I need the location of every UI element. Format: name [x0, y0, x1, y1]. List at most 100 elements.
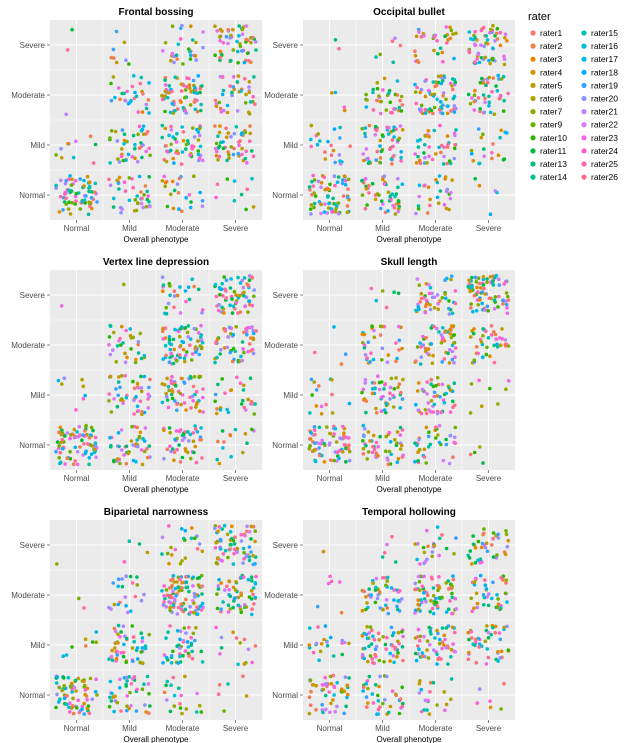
data-point	[250, 607, 254, 611]
data-point	[319, 641, 324, 646]
data-point	[176, 605, 181, 610]
data-point	[127, 706, 131, 711]
data-point	[68, 449, 72, 454]
data-point	[419, 35, 424, 39]
data-point	[504, 532, 509, 536]
data-point	[223, 588, 227, 592]
data-point	[476, 539, 481, 544]
data-point	[419, 598, 423, 602]
data-point	[114, 360, 118, 364]
data-point	[232, 551, 236, 556]
data-point	[93, 142, 98, 147]
data-point	[428, 642, 432, 647]
data-point	[370, 324, 374, 329]
data-point	[87, 436, 92, 440]
data-point	[443, 177, 448, 181]
data-point	[214, 104, 219, 109]
data-point	[113, 646, 117, 650]
data-point	[195, 91, 199, 95]
data-point	[148, 704, 152, 708]
data-point	[127, 198, 132, 203]
data-point	[247, 278, 252, 283]
data-point	[241, 561, 245, 565]
data-point	[241, 575, 246, 579]
data-point	[376, 374, 380, 379]
data-point	[175, 131, 179, 136]
data-point	[229, 135, 233, 139]
data-point	[180, 209, 184, 213]
data-point	[142, 353, 147, 358]
data-point	[482, 154, 486, 158]
data-point	[416, 459, 420, 463]
data-point	[215, 337, 220, 342]
data-point	[113, 694, 117, 699]
data-point	[487, 58, 491, 63]
data-point	[307, 185, 312, 189]
data-point	[388, 100, 393, 105]
data-point	[416, 598, 421, 602]
data-point	[313, 441, 317, 446]
data-point	[171, 361, 176, 366]
data-point	[490, 543, 494, 547]
data-point	[415, 139, 420, 143]
data-point	[141, 205, 145, 210]
x-tick-label: Moderate	[419, 724, 453, 733]
data-point	[372, 637, 377, 642]
data-point	[445, 145, 450, 149]
data-point	[241, 398, 245, 403]
data-point	[426, 544, 430, 549]
data-point	[165, 551, 170, 556]
y-tick-label: Mild	[283, 391, 298, 400]
data-point	[178, 637, 182, 642]
data-point	[436, 657, 440, 661]
data-point	[386, 353, 391, 357]
data-point	[492, 330, 496, 334]
data-point	[497, 277, 501, 282]
data-point	[426, 129, 431, 133]
data-point	[481, 327, 486, 331]
data-point	[59, 432, 64, 437]
legend-swatch	[581, 30, 587, 36]
data-point	[74, 199, 78, 203]
data-point	[416, 450, 420, 455]
data-point	[437, 637, 442, 642]
x-tick-label: Severe	[476, 224, 502, 233]
data-point	[431, 111, 435, 116]
data-point	[448, 410, 453, 414]
data-point	[181, 653, 185, 658]
data-point	[162, 584, 166, 588]
data-point	[346, 177, 351, 182]
data-point	[475, 605, 480, 610]
x-axis-title: Overall phenotype	[377, 485, 442, 494]
data-point	[177, 686, 181, 690]
data-point	[323, 187, 327, 192]
data-point	[169, 148, 173, 153]
data-point	[309, 137, 313, 142]
data-point	[425, 161, 429, 165]
data-point	[172, 294, 177, 298]
data-point	[187, 193, 192, 197]
data-point	[228, 594, 233, 598]
data-point	[124, 58, 128, 62]
data-point	[137, 434, 142, 439]
data-point	[381, 202, 385, 206]
data-point	[196, 149, 201, 153]
data-point	[482, 286, 486, 291]
data-point	[66, 141, 70, 146]
legend-label: rater22	[591, 120, 618, 130]
data-point	[331, 673, 336, 678]
data-point	[418, 588, 422, 593]
data-point	[252, 75, 256, 79]
data-point	[419, 345, 423, 349]
data-point	[384, 598, 389, 602]
data-point	[432, 105, 437, 110]
data-point	[214, 561, 219, 565]
data-point	[495, 345, 500, 349]
data-point	[246, 310, 250, 314]
data-point	[183, 674, 187, 679]
data-point	[246, 325, 250, 330]
data-point	[223, 327, 228, 332]
data-point	[88, 204, 92, 209]
data-point	[170, 389, 175, 394]
data-point	[475, 290, 480, 294]
